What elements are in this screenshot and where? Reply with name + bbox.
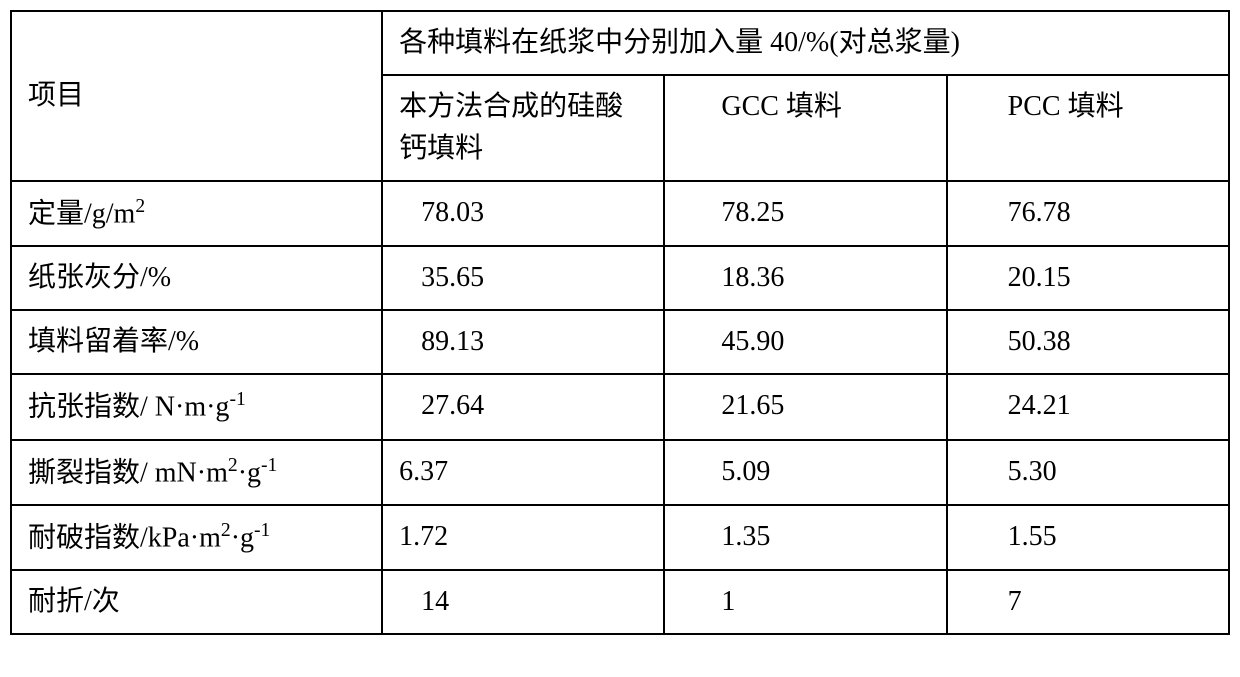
header-col2: GCC 填料 xyxy=(664,75,946,181)
row-value-3: 50.38 xyxy=(947,310,1229,374)
row-value-3: 76.78 xyxy=(947,181,1229,246)
table-row: 耐折/次 14 1 7 xyxy=(11,570,1229,634)
row-value-3: 7 xyxy=(947,570,1229,634)
row-value-3: 1.55 xyxy=(947,505,1229,570)
row-value-2: 5.09 xyxy=(664,440,946,505)
row-value-1: 27.64 xyxy=(382,374,664,439)
row-label: 撕裂指数/ mN·m2·g-1 xyxy=(11,440,382,505)
row-value-1: 89.13 xyxy=(382,310,664,374)
row-value-2: 45.90 xyxy=(664,310,946,374)
table-row: 撕裂指数/ mN·m2·g-1 6.37 5.09 5.30 xyxy=(11,440,1229,505)
row-value-2: 1.35 xyxy=(664,505,946,570)
table-row: 填料留着率/% 89.13 45.90 50.38 xyxy=(11,310,1229,374)
row-label: 纸张灰分/% xyxy=(11,246,382,310)
row-value-2: 1 xyxy=(664,570,946,634)
row-label: 抗张指数/ N·m·g-1 xyxy=(11,374,382,439)
table-header-row-1: 项目 各种填料在纸浆中分别加入量 40/%(对总浆量) xyxy=(11,11,1229,75)
row-label: 定量/g/m2 xyxy=(11,181,382,246)
row-value-3: 24.21 xyxy=(947,374,1229,439)
row-value-1: 78.03 xyxy=(382,181,664,246)
row-label: 耐破指数/kPa·m2·g-1 xyxy=(11,505,382,570)
row-value-1: 35.65 xyxy=(382,246,664,310)
row-value-2: 21.65 xyxy=(664,374,946,439)
row-value-1: 14 xyxy=(382,570,664,634)
table-row: 耐破指数/kPa·m2·g-1 1.72 1.35 1.55 xyxy=(11,505,1229,570)
table-row: 纸张灰分/% 35.65 18.36 20.15 xyxy=(11,246,1229,310)
header-col1: 本方法合成的硅酸钙填料 xyxy=(382,75,664,181)
row-value-1: 1.72 xyxy=(382,505,664,570)
row-value-3: 20.15 xyxy=(947,246,1229,310)
row-label: 填料留着率/% xyxy=(11,310,382,374)
table-row: 抗张指数/ N·m·g-1 27.64 21.65 24.21 xyxy=(11,374,1229,439)
filler-comparison-table: 项目 各种填料在纸浆中分别加入量 40/%(对总浆量) 本方法合成的硅酸钙填料 … xyxy=(10,10,1230,635)
table-row: 定量/g/m2 78.03 78.25 76.78 xyxy=(11,181,1229,246)
row-value-1: 6.37 xyxy=(382,440,664,505)
header-merged: 各种填料在纸浆中分别加入量 40/%(对总浆量) xyxy=(382,11,1229,75)
row-label: 耐折/次 xyxy=(11,570,382,634)
header-item-label: 项目 xyxy=(11,11,382,181)
row-value-2: 78.25 xyxy=(664,181,946,246)
row-value-3: 5.30 xyxy=(947,440,1229,505)
header-col3: PCC 填料 xyxy=(947,75,1229,181)
row-value-2: 18.36 xyxy=(664,246,946,310)
